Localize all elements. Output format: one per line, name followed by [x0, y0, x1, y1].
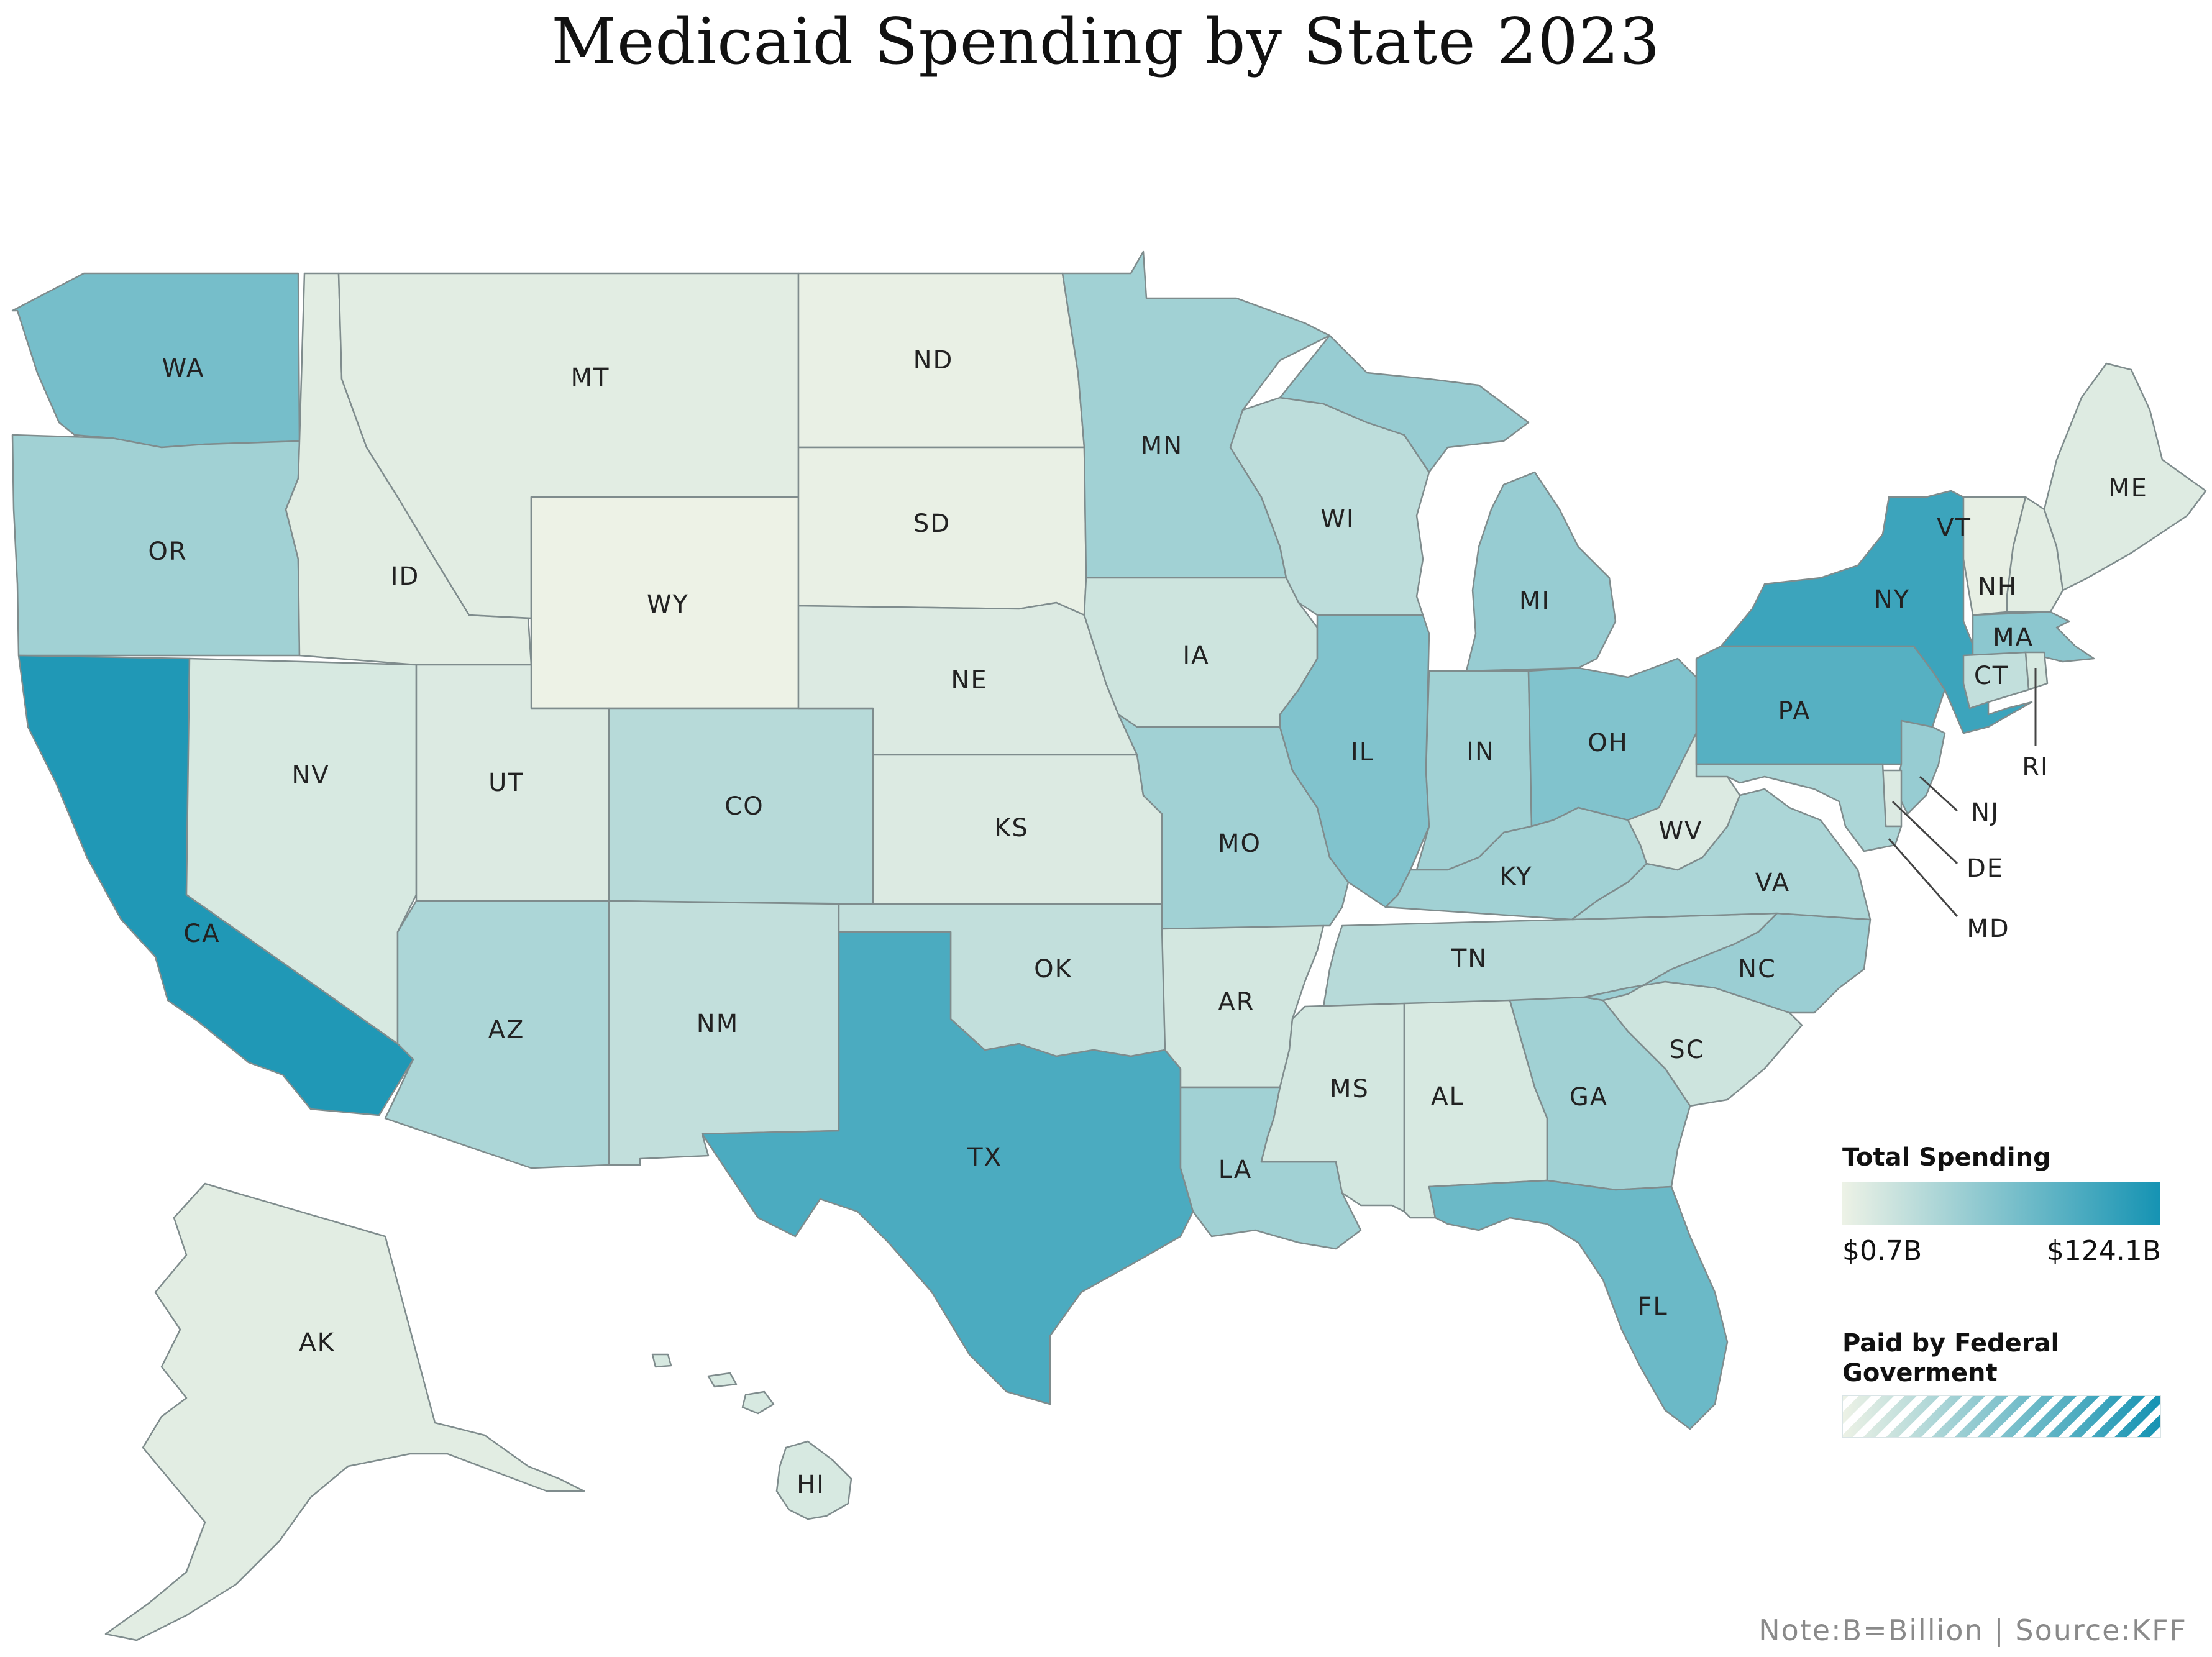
label-wi: WI [1320, 505, 1355, 534]
label-wy: WY [647, 590, 689, 619]
label-nv: NV [291, 761, 329, 790]
label-de: DE [1967, 854, 2004, 883]
label-ct: CT [1974, 662, 2009, 690]
state-fl [1428, 1179, 1729, 1430]
label-mi: MI [1519, 587, 1550, 616]
state-va [1571, 788, 1872, 921]
label-md: MD [1967, 915, 2009, 943]
label-ok: OK [1034, 955, 1072, 984]
label-oh: OH [1588, 729, 1629, 757]
label-nj: NJ [1971, 798, 1999, 827]
label-ri: RI [2022, 753, 2049, 782]
leader-line-de [1891, 800, 1958, 865]
state-mi [1279, 334, 1617, 672]
state-md [1695, 763, 1903, 852]
label-tn: TN [1451, 944, 1488, 973]
state-hi [651, 1353, 852, 1520]
state-nc [1583, 912, 1872, 1014]
label-ks: KS [994, 814, 1029, 842]
label-ut: UT [488, 769, 524, 797]
label-ak: AK [299, 1328, 335, 1357]
label-ga: GA [1570, 1083, 1608, 1112]
legend-max-label: $124.1B [2046, 1235, 2161, 1267]
label-mn: MN [1141, 432, 1183, 460]
leader-line-md [1888, 838, 1958, 917]
label-ny: NY [1874, 585, 1910, 614]
label-nd: ND [913, 346, 954, 375]
state-ny [1720, 490, 2033, 734]
label-va: VA [1755, 869, 1790, 897]
legend-total-spending-title: Total Spending [1842, 1143, 2051, 1172]
label-nc: NC [1738, 955, 1776, 984]
label-sc: SC [1669, 1036, 1704, 1064]
label-la: LA [1218, 1156, 1253, 1184]
label-mo: MO [1218, 829, 1261, 858]
state-wa [11, 272, 301, 449]
label-or: OR [148, 537, 187, 566]
legend-min-label: $0.7B [1842, 1235, 1922, 1267]
legend-gradient-bar [1842, 1182, 2160, 1225]
state-wv [1627, 732, 1741, 871]
label-mt: MT [571, 363, 610, 392]
legend-federal-title-line1: Paid by Federal [1842, 1329, 2060, 1358]
label-me: ME [2108, 474, 2148, 503]
label-ca: CA [183, 920, 220, 948]
state-me [2043, 362, 2207, 591]
label-hi: HI [797, 1471, 825, 1499]
legend-hatched-bar-border [1842, 1395, 2161, 1438]
label-sd: SD [913, 509, 951, 538]
label-in: IN [1466, 737, 1495, 766]
label-ne: NE [951, 666, 987, 695]
legend-federal-title-line2: Goverment [1842, 1359, 1998, 1387]
state-ak [104, 1182, 585, 1641]
label-co: CO [724, 792, 764, 821]
state-nj [1894, 719, 1946, 815]
label-ar: AR [1218, 988, 1255, 1016]
label-az: AZ [488, 1016, 525, 1044]
label-fl: FL [1637, 1292, 1668, 1321]
label-il: IL [1351, 738, 1374, 767]
label-pa: PA [1778, 697, 1811, 726]
label-nm: NM [697, 1010, 739, 1038]
label-wv: WV [1659, 817, 1703, 846]
legend-hatched-bar [1842, 1395, 2160, 1438]
label-ms: MS [1330, 1075, 1369, 1103]
label-nh: NH [1978, 573, 2018, 601]
label-ia: IA [1182, 641, 1209, 670]
label-ma: MA [1993, 623, 2034, 652]
label-tx: TX [967, 1143, 1002, 1172]
label-id: ID [391, 562, 420, 591]
label-al: AL [1431, 1082, 1465, 1111]
state-ms [1260, 1002, 1405, 1213]
leader-line-nj [1919, 775, 1958, 812]
map-title: Medicaid Spending by State 2023 [551, 5, 1661, 79]
leader-lines [1888, 668, 2037, 917]
label-vt: VT [1937, 514, 1972, 542]
state-tx [701, 931, 1194, 1405]
label-ky: KY [1499, 862, 1532, 891]
source-note: Note:B=Billion | Source:KFF [1758, 1614, 2187, 1647]
label-wa: WA [162, 354, 205, 383]
